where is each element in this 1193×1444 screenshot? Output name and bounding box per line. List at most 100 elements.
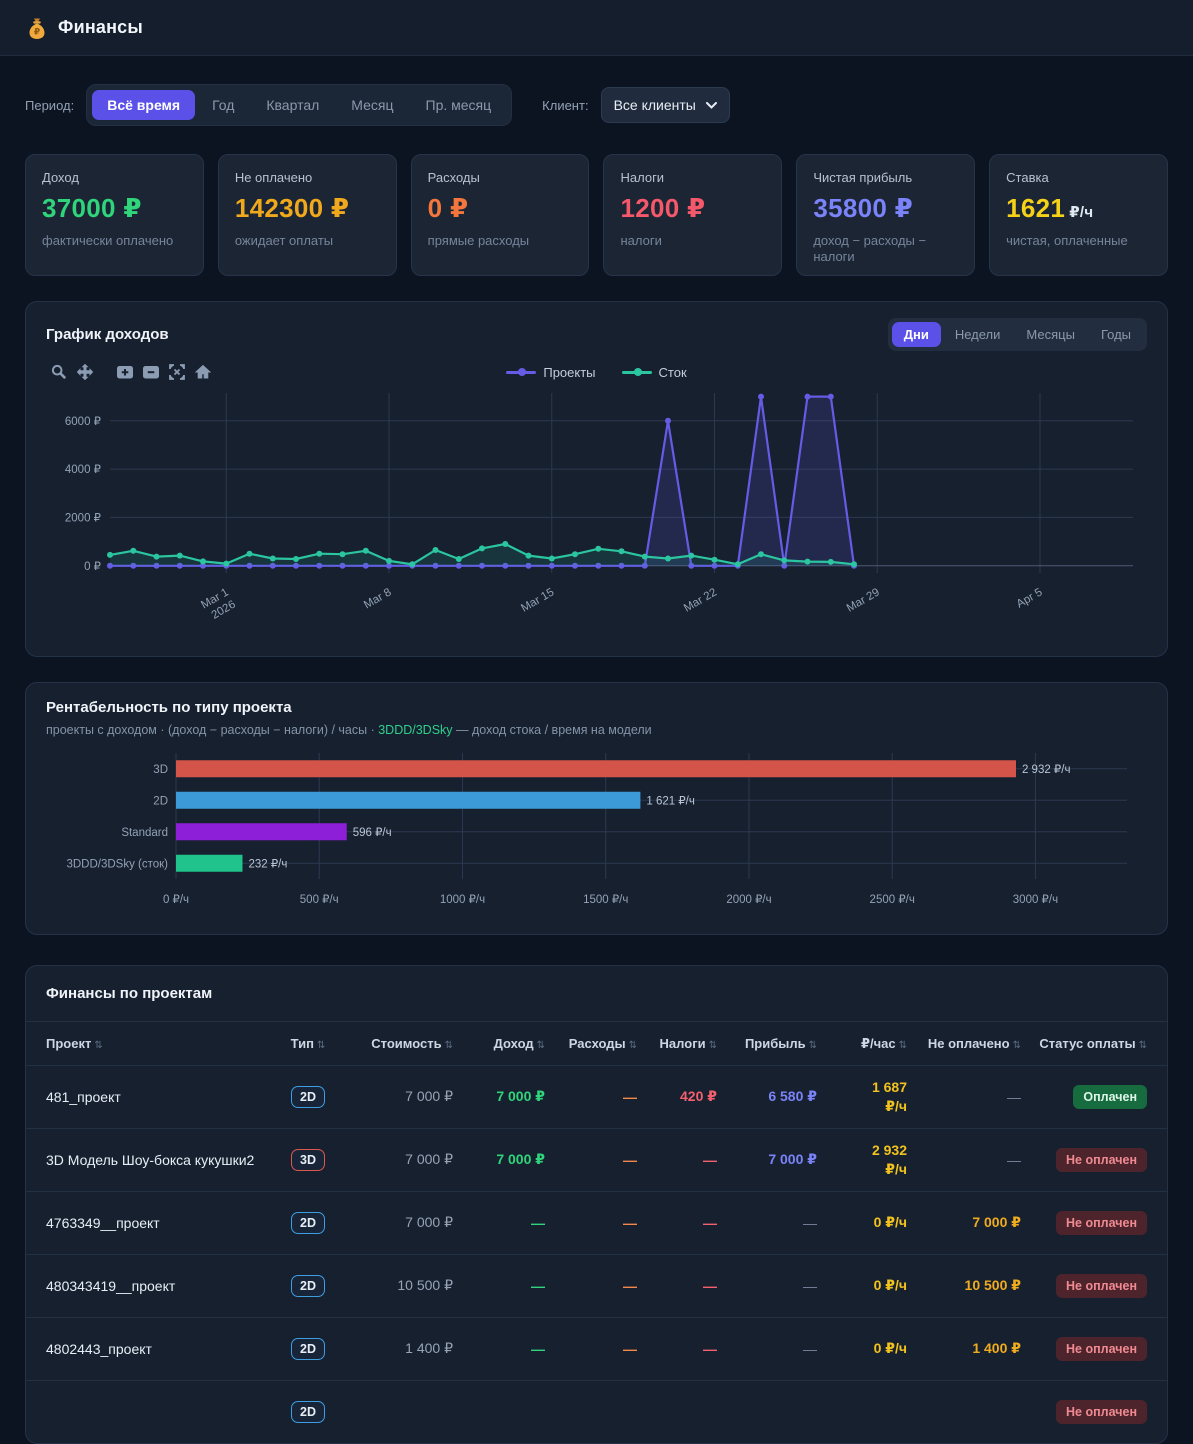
svg-text:3000 ₽/ч: 3000 ₽/ч xyxy=(1013,894,1058,906)
stat-card-3: Налоги 1200 ₽ налоги xyxy=(603,154,783,276)
range-tab-3[interactable]: Годы xyxy=(1089,322,1143,347)
zoom-out-icon[interactable] xyxy=(138,364,164,380)
client-select-value: Все клиенты xyxy=(613,97,696,113)
column-header-7[interactable]: ₽/час ⇅ xyxy=(860,1036,907,1051)
status-badge: Не оплачен xyxy=(1056,1273,1147,1298)
range-tab-1[interactable]: Недели xyxy=(943,322,1013,347)
cell-unpaid: 10 500 ₽ xyxy=(964,1277,1021,1293)
cell-expenses: — xyxy=(623,1277,637,1294)
table-row[interactable]: 4763349__проект 2D 7 000 ₽ — — — — 0 ₽/ч 7 000 ₽… xyxy=(26,1190,1167,1254)
period-tab-1[interactable]: Год xyxy=(197,90,249,120)
stat-card-5: Ставка 1621 ₽/ч чистая, оплаченные xyxy=(989,154,1168,276)
type-badge: 2D xyxy=(291,1400,325,1423)
cell-cost: 10 500 ₽ xyxy=(397,1277,453,1293)
sort-icon: ⇅ xyxy=(1012,1040,1021,1051)
table-row[interactable]: 3D Модель Шоу-бокса кукушки2 3D 7 000 ₽ 7 0… xyxy=(26,1127,1167,1191)
cell-expenses: — xyxy=(623,1088,637,1105)
svg-text:1000 ₽/ч: 1000 ₽/ч xyxy=(440,894,485,906)
cell-profit: 7 000 ₽ xyxy=(768,1151,817,1167)
period-tab-4[interactable]: Пр. месяц xyxy=(411,90,507,120)
cell-type: 2D xyxy=(273,1400,343,1423)
stat-cards: Доход 37000 ₽ фактически оплачено Не оплаче… xyxy=(25,154,1168,276)
cell-taxes: — xyxy=(703,1214,717,1231)
period-label: Период: xyxy=(25,97,75,113)
column-header-6[interactable]: Прибыль ⇅ xyxy=(744,1036,817,1051)
svg-text:2000 ₽/ч: 2000 ₽/ч xyxy=(726,894,771,906)
zoom-in-icon[interactable] xyxy=(112,364,138,380)
table-header: Проект ⇅ Тип ⇅ Стоимость ⇅ Доход ⇅ Расходы ⇅ Налог… xyxy=(26,1021,1167,1065)
cell-cost: 1 400 ₽ xyxy=(405,1340,453,1356)
column-header-0[interactable]: Проект ⇅ xyxy=(46,1036,103,1051)
svg-text:6000 ₽: 6000 ₽ xyxy=(65,416,101,428)
period-tab-0[interactable]: Всё время xyxy=(92,90,196,120)
svg-text:2500 ₽/ч: 2500 ₽/ч xyxy=(870,894,915,906)
cell-expenses: — xyxy=(623,1214,637,1231)
cell-rate: 1 687 ₽/ч xyxy=(871,1078,907,1114)
home-icon[interactable] xyxy=(190,364,216,380)
table-row[interactable]: 4802443_проект 2D 1 400 ₽ — — — — 0 ₽/ч 1 400 ₽ Н… xyxy=(26,1316,1167,1380)
sort-icon: ⇅ xyxy=(536,1040,545,1051)
column-header-1[interactable]: Тип ⇅ xyxy=(290,1036,326,1051)
range-tab-2[interactable]: Месяцы xyxy=(1014,322,1087,347)
pan-icon[interactable] xyxy=(72,363,98,381)
column-header-9[interactable]: Статус оплаты ⇅ xyxy=(1039,1036,1147,1051)
cell-name: 3D Модель Шоу-бокса кукушки2 xyxy=(46,1151,255,1168)
cell-income: — xyxy=(531,1214,545,1231)
filter-bar: Период: Всё время Год Квартал Месяц Пр. меся… xyxy=(25,84,1168,126)
profitability-subtitle: проекты с доходом · (доход − расходы − н… xyxy=(46,723,652,737)
cell-type: 2D xyxy=(273,1211,343,1234)
status-badge: Оплачен xyxy=(1073,1084,1147,1109)
cell-cost: 7 000 ₽ xyxy=(405,1088,453,1104)
table-row[interactable]: 481_проект 2D 7 000 ₽ 7 000 ₽ — 420 ₽ 6 580 ₽ 1… xyxy=(26,1064,1167,1128)
sort-icon: ⇅ xyxy=(444,1040,453,1051)
status-badge: Не оплачен xyxy=(1056,1210,1147,1235)
cell-profit: — xyxy=(803,1277,817,1294)
cell-cost: 7 000 ₽ xyxy=(405,1151,453,1167)
sort-icon: ⇅ xyxy=(808,1040,817,1051)
projects-table-title: Финансы по проектам xyxy=(46,985,213,1002)
column-header-5[interactable]: Налоги ⇅ xyxy=(659,1036,717,1051)
cell-taxes: 420 ₽ xyxy=(680,1088,717,1104)
svg-text:Mar 15: Mar 15 xyxy=(519,586,556,614)
stock-link[interactable]: 3DDD/3DSky xyxy=(378,723,453,737)
status-badge: Не оплачен xyxy=(1056,1399,1147,1424)
profitability-title: Рентабельность по типу проекта xyxy=(46,699,292,716)
cell-status: Не оплачен xyxy=(1029,1399,1147,1424)
svg-text:500 ₽/ч: 500 ₽/ч xyxy=(300,894,339,906)
column-header-4[interactable]: Расходы ⇅ xyxy=(568,1036,637,1051)
client-label: Клиент: xyxy=(542,97,589,113)
client-select[interactable]: Все клиенты xyxy=(600,87,730,123)
zoom-icon[interactable] xyxy=(46,364,72,380)
sort-icon: ⇅ xyxy=(708,1040,717,1051)
cell-type: 2D xyxy=(273,1274,343,1297)
range-tabs: Дни Недели Месяцы Годы xyxy=(887,318,1147,351)
sort-icon: ⇅ xyxy=(628,1040,637,1051)
period-tab-3[interactable]: Месяц xyxy=(336,90,408,120)
status-badge: Не оплачен xyxy=(1056,1336,1147,1361)
range-tab-0[interactable]: Дни xyxy=(891,322,941,347)
svg-text:232 ₽/ч: 232 ₽/ч xyxy=(248,858,287,870)
autoscale-icon[interactable] xyxy=(164,364,190,380)
svg-text:2D: 2D xyxy=(153,795,168,807)
cell-profit: 6 580 ₽ xyxy=(768,1088,817,1104)
type-badge: 2D xyxy=(291,1274,325,1297)
page-title: Финансы xyxy=(58,17,143,37)
column-header-2[interactable]: Стоимость ⇅ xyxy=(371,1036,453,1051)
type-badge: 3D xyxy=(291,1148,325,1171)
period-tab-2[interactable]: Квартал xyxy=(251,90,334,120)
profitability-bar-chart[interactable]: 0 ₽/ч 500 ₽/ч 1000 ₽/ч 1500 ₽/ч 2000 ₽/ч 2500… xyxy=(46,745,1147,913)
cell-cost: 7 000 ₽ xyxy=(405,1214,453,1230)
table-row[interactable]: 2D Не оплачен xyxy=(26,1379,1167,1443)
column-header-8[interactable]: Не оплачено ⇅ xyxy=(927,1036,1021,1051)
svg-text:1500 ₽/ч: 1500 ₽/ч xyxy=(583,894,628,906)
sort-icon: ⇅ xyxy=(898,1040,907,1051)
svg-text:₽: ₽ xyxy=(34,26,40,36)
period-tabs: Всё время Год Квартал Месяц Пр. месяц xyxy=(86,84,513,126)
table-row[interactable]: 480343419__проект 2D 10 500 ₽ — — — — 0 ₽/ч 10 5… xyxy=(26,1253,1167,1317)
svg-text:0 ₽/ч: 0 ₽/ч xyxy=(163,894,189,906)
sort-icon: ⇅ xyxy=(1138,1040,1147,1051)
column-header-3[interactable]: Доход ⇅ xyxy=(493,1036,545,1051)
svg-text:Standard: Standard xyxy=(121,827,168,839)
cell-unpaid: — xyxy=(1007,1088,1021,1105)
